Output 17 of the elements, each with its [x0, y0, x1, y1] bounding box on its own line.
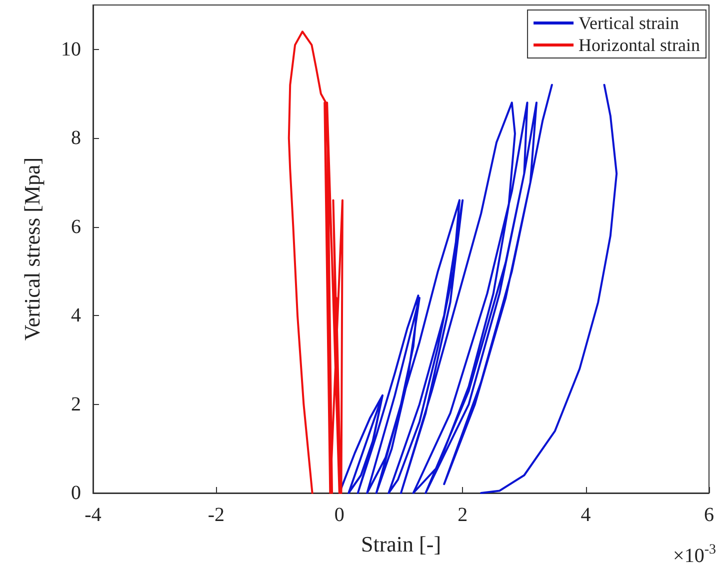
x-tick-label: 2 — [458, 504, 468, 526]
y-tick-label: 6 — [71, 216, 81, 238]
x-tick-label: 4 — [580, 504, 591, 526]
line-series — [288, 30, 344, 494]
legend-label: Vertical strain — [578, 13, 680, 33]
x-axis-title: Strain [-] — [360, 532, 442, 556]
y-axis-title: Vertical stress [Mpa] — [20, 157, 44, 341]
y-tick-label: 4 — [71, 304, 81, 327]
x-tick-label: 6 — [704, 504, 714, 526]
x-tick-label: -2 — [208, 504, 225, 526]
legend-label: Horizontal strain — [578, 35, 700, 55]
y-tick-label: 2 — [71, 393, 81, 416]
x-tick-label: 0 — [334, 504, 344, 526]
y-tick-label: 0 — [71, 482, 81, 504]
y-tick-label: 10 — [61, 38, 81, 60]
y-tick-label: 8 — [71, 127, 81, 150]
x-tick-label: -4 — [84, 504, 102, 526]
